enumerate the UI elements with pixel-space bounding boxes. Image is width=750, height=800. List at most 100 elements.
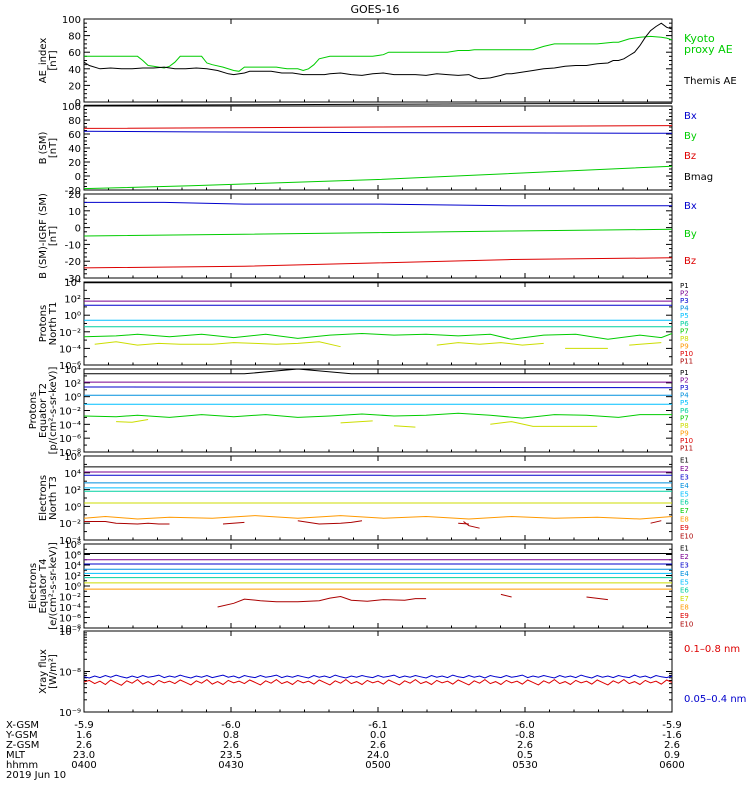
y-axis-label: [nT] [48, 226, 59, 246]
y-tick-label: -10 [65, 240, 81, 251]
x-row-value: 2.6 [76, 740, 92, 751]
x-row-value: 0.8 [223, 730, 239, 741]
legend-entry: E10 [680, 532, 693, 540]
legend-entry: P5 [680, 399, 689, 407]
series-line [84, 35, 673, 72]
series-line [297, 520, 363, 525]
y-tick-label: 10⁻⁶ [59, 614, 81, 625]
x-row-value: 23.5 [220, 750, 242, 761]
y-axis-label: Equator T4 [38, 559, 49, 614]
y-axis-label: [nT] [48, 50, 59, 70]
legend-entry: E6 [680, 499, 689, 507]
legend-entry: E4 [680, 570, 689, 578]
series-line [83, 386, 673, 389]
series-line [650, 520, 662, 524]
y-tick-label: 10⁻² [59, 519, 81, 530]
panel-pnorth: 10⁻⁶ 10⁻⁴ 10⁻² 10⁰ 10² 10⁴ Protons North T1 P1P2… [38, 278, 693, 372]
panel-frame [83, 368, 673, 453]
y-tick-label: 10⁻² [59, 328, 81, 339]
y-tick-label: 60 [68, 48, 81, 59]
x-row-value: 23.0 [73, 750, 95, 761]
series-line [83, 678, 673, 686]
series-line [83, 332, 673, 340]
legend-entry: P6 [680, 320, 689, 328]
y-tick-label: 60 [68, 130, 81, 141]
legend-entry: P9 [680, 342, 689, 350]
x-row-label: 2019 Jun 10 [6, 770, 66, 781]
x-row-value: 0530 [512, 760, 537, 771]
series-line [217, 595, 427, 608]
legend-entry: P3 [680, 297, 689, 305]
y-tick-label: 10⁻² [59, 407, 81, 418]
y-tick-label: 10⁰ [64, 502, 81, 513]
y-tick-label: 10² [64, 572, 81, 583]
x-row-value: 2.6 [223, 740, 239, 751]
y-axis-label: Protons [28, 392, 39, 429]
series-line [222, 521, 245, 525]
x-row-value: 2.6 [517, 740, 533, 751]
x-row-value: 0500 [365, 760, 390, 771]
legend-entry: E2 [680, 553, 689, 561]
x-row-value: -5.9 [662, 720, 682, 731]
series-line [83, 412, 672, 419]
legend-entry: proxy AE [684, 43, 733, 56]
x-row-value: 0400 [71, 760, 96, 771]
legend-entry: P8 [680, 422, 689, 430]
y-tick-label: 10⁻² [59, 593, 81, 604]
x-row-value: -6.0 [221, 720, 241, 731]
x-row-label: hhmm [6, 760, 38, 771]
series-line [84, 521, 170, 525]
y-tick-label: 10⁻⁶ [59, 361, 81, 372]
y-tick-label: 10⁰ [64, 582, 81, 593]
y-tick-label: 80 [68, 32, 81, 43]
series-line [83, 125, 673, 129]
y-axis-label: [nT] [48, 138, 59, 158]
y-tick-label: -20 [65, 257, 81, 268]
y-axis-label: Equator T2 [38, 383, 49, 438]
y-axis-label: Protons [38, 305, 49, 342]
y-axis-label: [e/(cm²-s-sr-keV)] [48, 542, 59, 630]
series-line [83, 102, 673, 106]
y-tick-label: 20 [68, 81, 81, 92]
y-tick-label: 10⁴ [64, 365, 81, 376]
x-row-value: 0430 [218, 760, 243, 771]
y-tick-label: 20 [68, 190, 81, 201]
y-axis-label: B (SM)-IGRF (SM) [38, 193, 49, 279]
y-tick-label: 10² [64, 486, 81, 497]
y-axis-label: AE_index [38, 38, 49, 84]
y-tick-label: 40 [68, 144, 81, 155]
legend-entry: E6 [680, 587, 689, 595]
x-row-value: 0.0 [370, 730, 386, 741]
x-row-value: -1.6 [662, 730, 682, 741]
series-line [83, 165, 673, 190]
legend-entry: P3 [680, 384, 689, 392]
y-tick-label: 100 [62, 15, 81, 26]
legend-entry: E7 [680, 507, 689, 515]
legend-entry: E5 [680, 578, 689, 586]
y-tick-label: 10⁻⁴ [59, 603, 81, 614]
legend-entry: P9 [680, 429, 689, 437]
x-row-label: Z-GSM [6, 740, 39, 751]
legend-entry: P2 [680, 377, 689, 385]
series-line [463, 521, 480, 529]
legend-entry: E10 [680, 620, 693, 628]
y-axis-label: North T1 [48, 302, 59, 346]
x-row-value: 24.0 [367, 750, 389, 761]
y-tick-label: 10⁻⁶ [59, 434, 81, 445]
x-row-label: X-GSM [6, 720, 39, 731]
legend-entry: P4 [680, 392, 689, 400]
legend-entry: P1 [680, 369, 689, 377]
y-tick-label: 100 [62, 102, 81, 113]
series-line [116, 419, 149, 423]
series-line [84, 201, 672, 207]
legend-entry: P10 [680, 437, 693, 445]
legend-entry: Bx [684, 201, 697, 212]
panel-pequator: 10⁻⁸ 10⁻⁶ 10⁻⁴ 10⁻² 10⁰ 10² 10⁴ Protons Equator … [28, 365, 693, 459]
y-axis-label: North T3 [48, 476, 59, 520]
y-tick-label: 10⁰ [64, 311, 81, 322]
series-line [84, 368, 672, 375]
y-axis-label: Electrons [28, 563, 39, 609]
